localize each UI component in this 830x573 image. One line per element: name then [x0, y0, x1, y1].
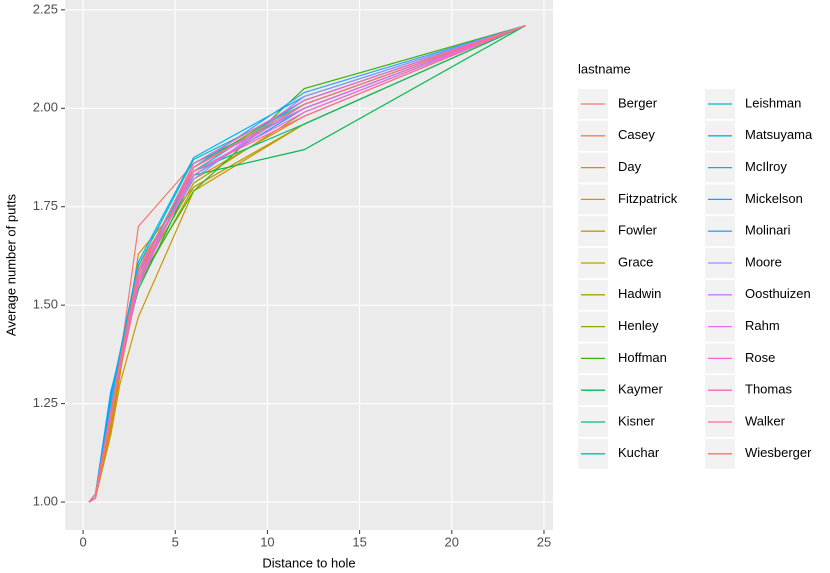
x-tick-label: 15 — [352, 534, 366, 549]
x-tick-label: 20 — [445, 534, 459, 549]
legend-text: Kaymer — [618, 382, 663, 397]
series-line — [88, 25, 526, 503]
legend-text: Leishman — [745, 95, 801, 110]
legend-text: Rose — [745, 350, 775, 365]
legend-text: Casey — [618, 127, 655, 142]
legend-title: lastname — [578, 61, 631, 76]
legend-text: Fowler — [618, 223, 658, 238]
legend-text: Thomas — [745, 382, 792, 397]
legend-text: Grace — [618, 254, 653, 269]
x-tick-label: 25 — [537, 534, 551, 549]
y-tick-label: 2.00 — [33, 100, 58, 115]
legend-text: Kuchar — [618, 445, 660, 460]
y-tick-label: 2.25 — [33, 1, 58, 16]
legend-text: Rahm — [745, 318, 780, 333]
y-tick-label: 1.00 — [33, 493, 58, 508]
legend-text: Walker — [745, 413, 786, 428]
legend-text: Mickelson — [745, 191, 803, 206]
legend-text: Berger — [618, 95, 658, 110]
legend-text: McIlroy — [745, 159, 787, 174]
legend-text: Fitzpatrick — [618, 191, 678, 206]
x-axis-title: Distance to hole — [262, 555, 355, 570]
legend-text: Hoffman — [618, 350, 667, 365]
legend-text: Hadwin — [618, 286, 661, 301]
legend-text: Oosthuizen — [745, 286, 811, 301]
series-line — [88, 25, 526, 503]
y-tick-label: 1.50 — [33, 297, 58, 312]
legend-text: Day — [618, 159, 642, 174]
x-tick-label: 10 — [260, 534, 274, 549]
legend-text: Kisner — [618, 413, 656, 428]
y-tick-label: 1.75 — [33, 198, 58, 213]
legend-text: Henley — [618, 318, 659, 333]
y-axis-title: Average number of putts — [3, 193, 18, 336]
x-tick-label: 5 — [172, 534, 179, 549]
legend-text: Matsuyama — [745, 127, 813, 142]
legend-text: Moore — [745, 254, 782, 269]
x-tick-label: 0 — [79, 534, 86, 549]
y-tick-label: 1.25 — [33, 395, 58, 410]
legend-text: Molinari — [745, 223, 791, 238]
legend-text: Wiesberger — [745, 445, 812, 460]
